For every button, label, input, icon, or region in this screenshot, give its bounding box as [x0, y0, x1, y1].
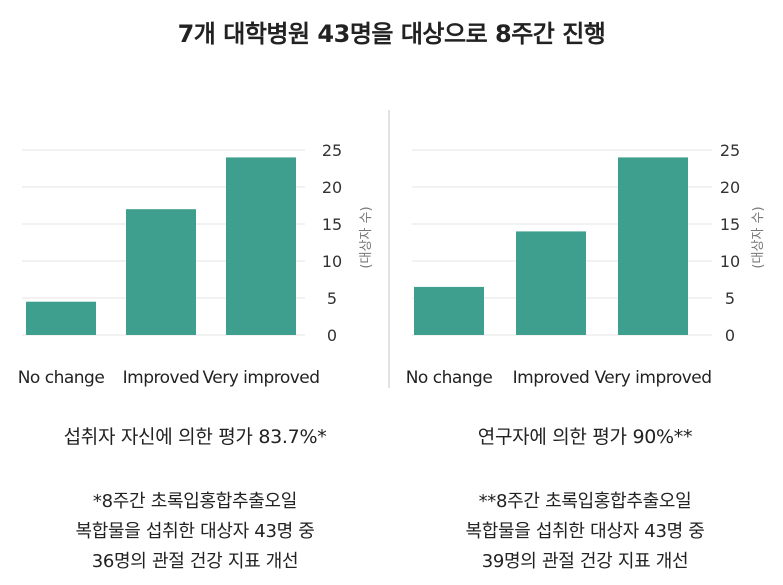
y-tick-label: 25 — [720, 141, 740, 160]
bar-2 — [618, 157, 688, 335]
footnote-line: **8주간 초록입홍합추출오일 — [478, 491, 692, 512]
bar-0 — [414, 286, 484, 335]
y-tick-label: 10 — [720, 252, 740, 271]
x-tick-label: Improved — [123, 368, 200, 388]
y-tick-label: 0 — [327, 326, 337, 345]
footnote-line: *8주간 초록입홍합추출오일 — [92, 491, 298, 512]
x-tick-label: No change — [406, 368, 493, 388]
y-axis-label: (대상자 수) — [359, 206, 374, 268]
footnote-line: 39명의 관절 건강 지표 개선 — [481, 551, 689, 572]
y-axis-label: (대상자 수) — [751, 206, 766, 268]
y-tick-label: 10 — [322, 252, 342, 271]
bar-1 — [126, 209, 196, 335]
caption-researcher-assessment: 연구자에 의한 평가 90%** — [477, 426, 693, 448]
y-tick-label: 20 — [322, 178, 342, 197]
footnote-line: 복합물을 섭취한 대상자 43명 중 — [75, 521, 315, 542]
footnote-self-assessment: *8주간 초록입홍합추출오일 복합물을 섭취한 대상자 43명 중 36명의 관… — [0, 487, 390, 577]
y-tick-label: 5 — [725, 289, 735, 308]
y-tick-label: 15 — [720, 215, 740, 234]
x-tick-label: No change — [18, 368, 105, 388]
footnote-line: 복합물을 섭취한 대상자 43명 중 — [465, 521, 705, 542]
y-tick-label: 0 — [725, 326, 735, 345]
footnote-line: 36명의 관절 건강 지표 개선 — [91, 551, 299, 572]
y-tick-label: 20 — [720, 178, 740, 197]
bar-0 — [26, 301, 96, 335]
page-title: 7개 대학병원 43명을 대상으로 8주간 진행 — [177, 20, 606, 48]
chart-researcher-assessment: 0 5 10 15 20 25 No change Improved Very improved… — [406, 141, 766, 388]
x-tick-label: Improved — [513, 368, 590, 388]
footnote-researcher-assessment: **8주간 초록입홍합추출오일 복합물을 섭취한 대상자 43명 중 39명의 … — [390, 487, 780, 577]
x-tick-label: Very improved — [594, 368, 711, 388]
y-tick-label: 25 — [322, 141, 342, 160]
panel-divider — [388, 110, 390, 388]
y-tick-label: 15 — [322, 215, 342, 234]
bar-1 — [516, 231, 586, 335]
bar-2 — [226, 157, 296, 335]
y-tick-label: 5 — [327, 289, 337, 308]
x-tick-label: Very improved — [202, 368, 319, 388]
chart-self-assessment: 0 5 10 15 20 25 No change Improved Very improved… — [18, 141, 374, 388]
caption-self-assessment: 섭취자 자신에 의한 평가 83.7%* — [63, 426, 327, 448]
